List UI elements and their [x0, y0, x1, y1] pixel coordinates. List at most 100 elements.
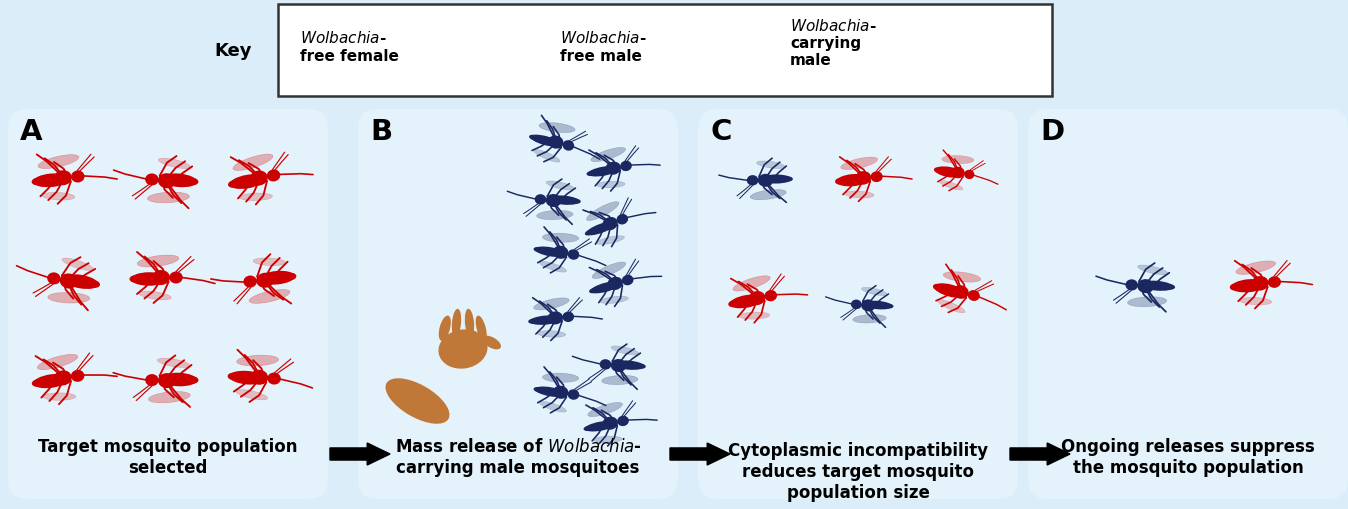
Ellipse shape	[158, 374, 177, 388]
Ellipse shape	[259, 271, 295, 285]
Ellipse shape	[597, 182, 625, 188]
Ellipse shape	[267, 170, 280, 182]
Ellipse shape	[535, 387, 566, 397]
Ellipse shape	[228, 181, 240, 188]
Ellipse shape	[237, 355, 279, 366]
FancyBboxPatch shape	[698, 110, 1018, 499]
Ellipse shape	[600, 359, 612, 370]
Ellipse shape	[751, 190, 786, 201]
FancyArrow shape	[1010, 443, 1070, 465]
Text: Mass release of $\bf{\it{Wolbachia}}$-
carrying male mosquitoes: Mass release of $\bf{\it{Wolbachia}}$- c…	[395, 437, 642, 476]
Ellipse shape	[616, 214, 628, 225]
FancyBboxPatch shape	[8, 110, 328, 499]
Ellipse shape	[1229, 284, 1242, 291]
Ellipse shape	[32, 379, 43, 387]
Ellipse shape	[934, 284, 965, 298]
Ellipse shape	[758, 175, 774, 187]
Ellipse shape	[1240, 298, 1271, 305]
Ellipse shape	[562, 141, 574, 151]
Ellipse shape	[42, 193, 75, 201]
Ellipse shape	[438, 316, 450, 341]
Ellipse shape	[608, 277, 623, 291]
Ellipse shape	[855, 172, 871, 185]
Ellipse shape	[483, 336, 501, 350]
Ellipse shape	[600, 297, 628, 304]
Ellipse shape	[764, 291, 776, 302]
Ellipse shape	[782, 177, 793, 182]
FancyArrow shape	[670, 443, 731, 465]
Ellipse shape	[620, 161, 632, 172]
Ellipse shape	[233, 155, 274, 171]
Ellipse shape	[729, 295, 763, 308]
Ellipse shape	[54, 371, 71, 386]
Ellipse shape	[386, 379, 449, 424]
Ellipse shape	[570, 199, 581, 205]
Ellipse shape	[34, 174, 69, 188]
Ellipse shape	[1236, 262, 1275, 275]
Ellipse shape	[562, 312, 574, 322]
Ellipse shape	[588, 166, 619, 177]
Ellipse shape	[968, 291, 980, 301]
Text: $\bf{\it{Wolbachia}}$-
free female: $\bf{\it{Wolbachia}}$- free female	[301, 30, 399, 64]
Ellipse shape	[535, 247, 566, 258]
Ellipse shape	[568, 250, 580, 260]
Ellipse shape	[586, 222, 616, 236]
Ellipse shape	[236, 390, 268, 400]
Text: C: C	[710, 118, 732, 146]
Ellipse shape	[942, 156, 975, 164]
Ellipse shape	[936, 46, 949, 58]
Ellipse shape	[148, 392, 190, 403]
Ellipse shape	[38, 155, 80, 169]
Ellipse shape	[586, 171, 597, 177]
Ellipse shape	[419, 43, 435, 56]
Ellipse shape	[542, 374, 578, 383]
Ellipse shape	[861, 300, 875, 312]
Ellipse shape	[465, 309, 474, 337]
Text: $\bf{\it{Wolbachia}}$-
free male: $\bf{\it{Wolbachia}}$- free male	[559, 30, 647, 64]
Ellipse shape	[934, 34, 960, 41]
Ellipse shape	[588, 403, 623, 417]
Ellipse shape	[452, 309, 461, 337]
Ellipse shape	[553, 386, 569, 399]
Ellipse shape	[546, 182, 574, 190]
Text: Cytoplasmic incompatibility
reduces target mosquito
population size: Cytoplasmic incompatibility reduces targ…	[728, 441, 988, 501]
Ellipse shape	[964, 171, 975, 180]
Ellipse shape	[71, 370, 85, 382]
Ellipse shape	[671, 48, 697, 56]
Ellipse shape	[534, 247, 543, 253]
Ellipse shape	[728, 300, 739, 307]
Ellipse shape	[748, 292, 766, 305]
Ellipse shape	[88, 280, 100, 288]
Ellipse shape	[884, 304, 894, 309]
Ellipse shape	[589, 288, 600, 294]
Ellipse shape	[62, 259, 93, 271]
Ellipse shape	[586, 202, 619, 221]
Ellipse shape	[54, 171, 71, 186]
Ellipse shape	[617, 416, 630, 427]
Ellipse shape	[537, 211, 573, 220]
Ellipse shape	[539, 402, 566, 412]
Ellipse shape	[71, 171, 85, 183]
Ellipse shape	[584, 426, 594, 431]
Ellipse shape	[760, 175, 791, 184]
Ellipse shape	[229, 371, 266, 385]
Text: A: A	[20, 118, 43, 146]
Ellipse shape	[249, 290, 290, 304]
Ellipse shape	[698, 45, 709, 53]
Ellipse shape	[47, 273, 61, 285]
Ellipse shape	[400, 46, 433, 58]
Text: Key: Key	[214, 42, 252, 60]
Ellipse shape	[953, 286, 969, 299]
Text: Target mosquito population
selected: Target mosquito population selected	[38, 437, 298, 476]
Ellipse shape	[834, 179, 845, 185]
Ellipse shape	[590, 148, 625, 162]
Ellipse shape	[240, 193, 272, 201]
Ellipse shape	[549, 136, 563, 149]
Ellipse shape	[256, 273, 274, 288]
Ellipse shape	[158, 159, 190, 169]
Ellipse shape	[674, 33, 705, 43]
Ellipse shape	[228, 373, 240, 381]
Ellipse shape	[585, 230, 594, 236]
Ellipse shape	[1163, 285, 1175, 290]
Ellipse shape	[535, 195, 546, 205]
